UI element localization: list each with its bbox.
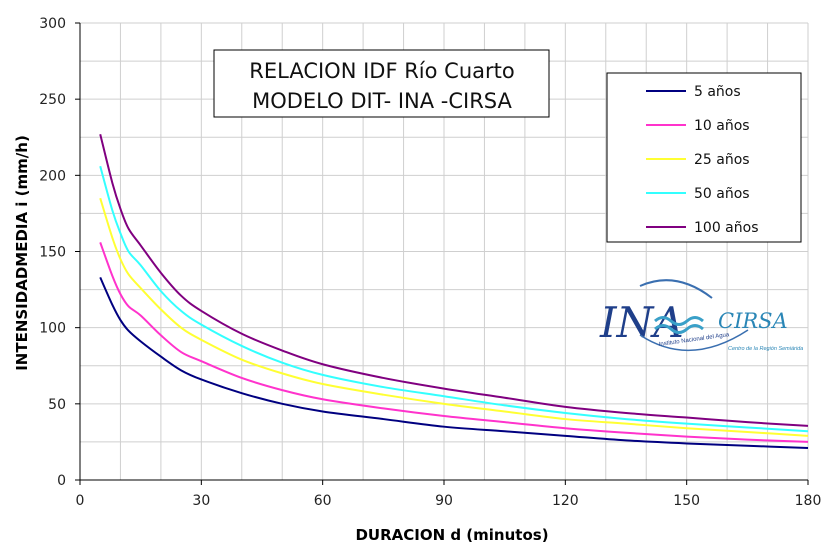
ina-cirsa-logo: INA CIRSA Instituto Nacional del Agua Ce…: [599, 279, 803, 352]
y-tick-label: 250: [39, 92, 66, 108]
legend-label-1: 10 años: [694, 118, 750, 134]
x-tick-label: 120: [552, 493, 579, 509]
legend-box: [606, 72, 802, 243]
logo-subtitle-2: Centro de la Región Semiárida: [728, 346, 803, 352]
axes: [75, 22, 809, 485]
series-lines: [99, 133, 809, 450]
series-line-3: [99, 165, 809, 433]
x-tick-label: 150: [673, 493, 700, 509]
logo-cirsa-text: CIRSA: [718, 309, 788, 333]
y-axis-title: INTENSIDADMEDIA i (mm/h): [13, 135, 31, 371]
x-tick-label: 90: [435, 493, 453, 509]
x-tick-label: 60: [314, 493, 332, 509]
series-line-0: [99, 276, 809, 450]
chart-title-box: RELACION IDF Río Cuarto MODELO DIT- INA …: [213, 49, 550, 118]
legend-label-3: 50 años: [694, 186, 750, 202]
logo-ina-text: INA: [599, 298, 684, 347]
legend-label-0: 5 años: [694, 84, 741, 100]
x-axis-title: DURACION d (minutos): [355, 526, 548, 544]
y-tick-label: 0: [57, 473, 66, 489]
chart-title-line-1: RELACION IDF Río Cuarto: [249, 59, 514, 83]
series-line-1: [99, 242, 809, 443]
chart-title-line-2: MODELO DIT- INA -CIRSA: [252, 89, 512, 113]
series-line-2: [99, 197, 809, 437]
x-tick-label: 180: [795, 493, 822, 509]
series-line-4: [99, 133, 809, 427]
y-tick-label: 100: [39, 321, 66, 337]
x-tick-label: 0: [76, 493, 85, 509]
y-tick-label: 50: [48, 397, 66, 413]
tick-labels: 0 30 60 90 120 150 180 0 50 100 150 200 250 300: [39, 16, 821, 509]
legend-label-4: 100 años: [694, 220, 758, 236]
legend: 5 años 10 años 25 años 50 años 100 años: [606, 72, 802, 243]
y-tick-label: 200: [39, 168, 66, 184]
y-tick-label: 150: [39, 245, 66, 261]
legend-label-2: 25 años: [694, 152, 750, 168]
x-tick-label: 30: [192, 493, 210, 509]
y-tick-label: 300: [39, 16, 66, 32]
